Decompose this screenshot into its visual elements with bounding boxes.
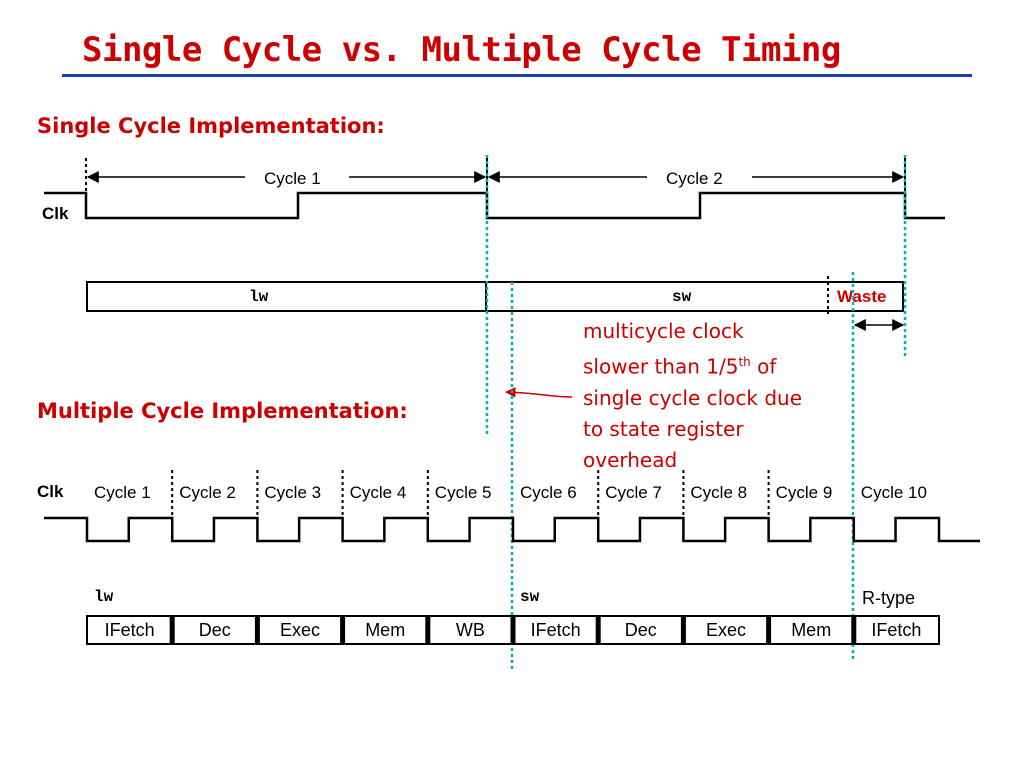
note-line-4: to state register (583, 416, 744, 441)
multi-clk-label: Clk (37, 482, 64, 501)
single-lw-label: lw (249, 288, 269, 306)
stage-separator (254, 616, 260, 644)
multi-cycle-label: Cycle 8 (690, 483, 748, 502)
stage-label: Exec (279, 620, 320, 640)
stage-box (86, 615, 174, 645)
note-line-3: single cycle clock due (583, 385, 803, 410)
multi-cycle-label: Cycle 1 (94, 483, 151, 502)
stage-label: Mem (791, 620, 832, 640)
single-cycle-2-label: Cycle 2 (666, 169, 723, 188)
stage-box (682, 615, 770, 645)
waste-label: Waste (837, 287, 887, 306)
stage-box (767, 615, 855, 645)
page-title: Single Cycle vs. Multiple Cycle Timing (82, 30, 841, 70)
single-cycle-heading: Single Cycle Implementation: (37, 114, 385, 138)
single-sw-label: sw (672, 288, 692, 306)
stage-label: IFetch (871, 620, 922, 640)
note-line-1: multicycle clock (583, 319, 744, 343)
stage-separator (766, 616, 772, 644)
stage-label: IFetch (530, 620, 581, 640)
single-clk-waveform (44, 191, 945, 220)
stage-box (171, 615, 259, 645)
multi-cycle-label: Cycle 6 (520, 483, 577, 502)
multi-cycle-label: Cycle 5 (434, 483, 492, 502)
multi-rtype-label: R-type (862, 588, 916, 608)
multi-cycle-heading: Multiple Cycle Implementation: (37, 399, 408, 423)
stage-box (341, 615, 429, 645)
stage-separator (169, 616, 175, 644)
stage-label: Mem (365, 620, 406, 640)
multi-cycle-dividers (171, 470, 770, 518)
stage-label: Exec (705, 620, 746, 640)
stage-label: IFetch (104, 620, 155, 640)
stage-box (256, 615, 344, 645)
title-underline (62, 74, 972, 77)
single-instr-box (86, 281, 904, 312)
stage-separator (425, 616, 431, 644)
multi-cycle-label: Cycle 3 (264, 483, 322, 502)
overhead-note: multicycle clock slower than 1/5th of si… (583, 316, 802, 476)
multi-cycle-label: Cycle 4 (349, 483, 407, 502)
stage-separator (851, 616, 857, 644)
stage-box (597, 615, 685, 645)
multi-cycle-label: Cycle 7 (605, 483, 662, 502)
stage-box (512, 615, 600, 645)
stage-separator (510, 616, 516, 644)
note-line-5: overhead (583, 447, 678, 472)
multi-cycle-label: Cycle 2 (179, 483, 236, 502)
stage-separator (340, 616, 346, 644)
stage-label: Dec (198, 620, 231, 640)
multi-clk-waveform (44, 516, 980, 543)
single-clk-label: Clk (42, 204, 69, 223)
multi-cycle-label: Cycle 10 (860, 483, 927, 502)
note-line-2: slower than 1/5th of (583, 354, 777, 379)
multi-sw-label: sw (520, 588, 540, 606)
stage-separator (595, 616, 601, 644)
multi-cycle-label: Cycle 9 (775, 483, 833, 502)
stage-box (852, 615, 940, 645)
stage-box (426, 615, 514, 645)
stage-separator (680, 616, 686, 644)
stage-label: WB (455, 620, 485, 640)
multi-lw-label: lw (94, 588, 114, 606)
note-pointer-arrow (504, 387, 573, 398)
single-cycle-1-label: Cycle 1 (264, 169, 321, 188)
stage-label: Dec (624, 620, 657, 640)
stage-boxes (86, 615, 940, 645)
